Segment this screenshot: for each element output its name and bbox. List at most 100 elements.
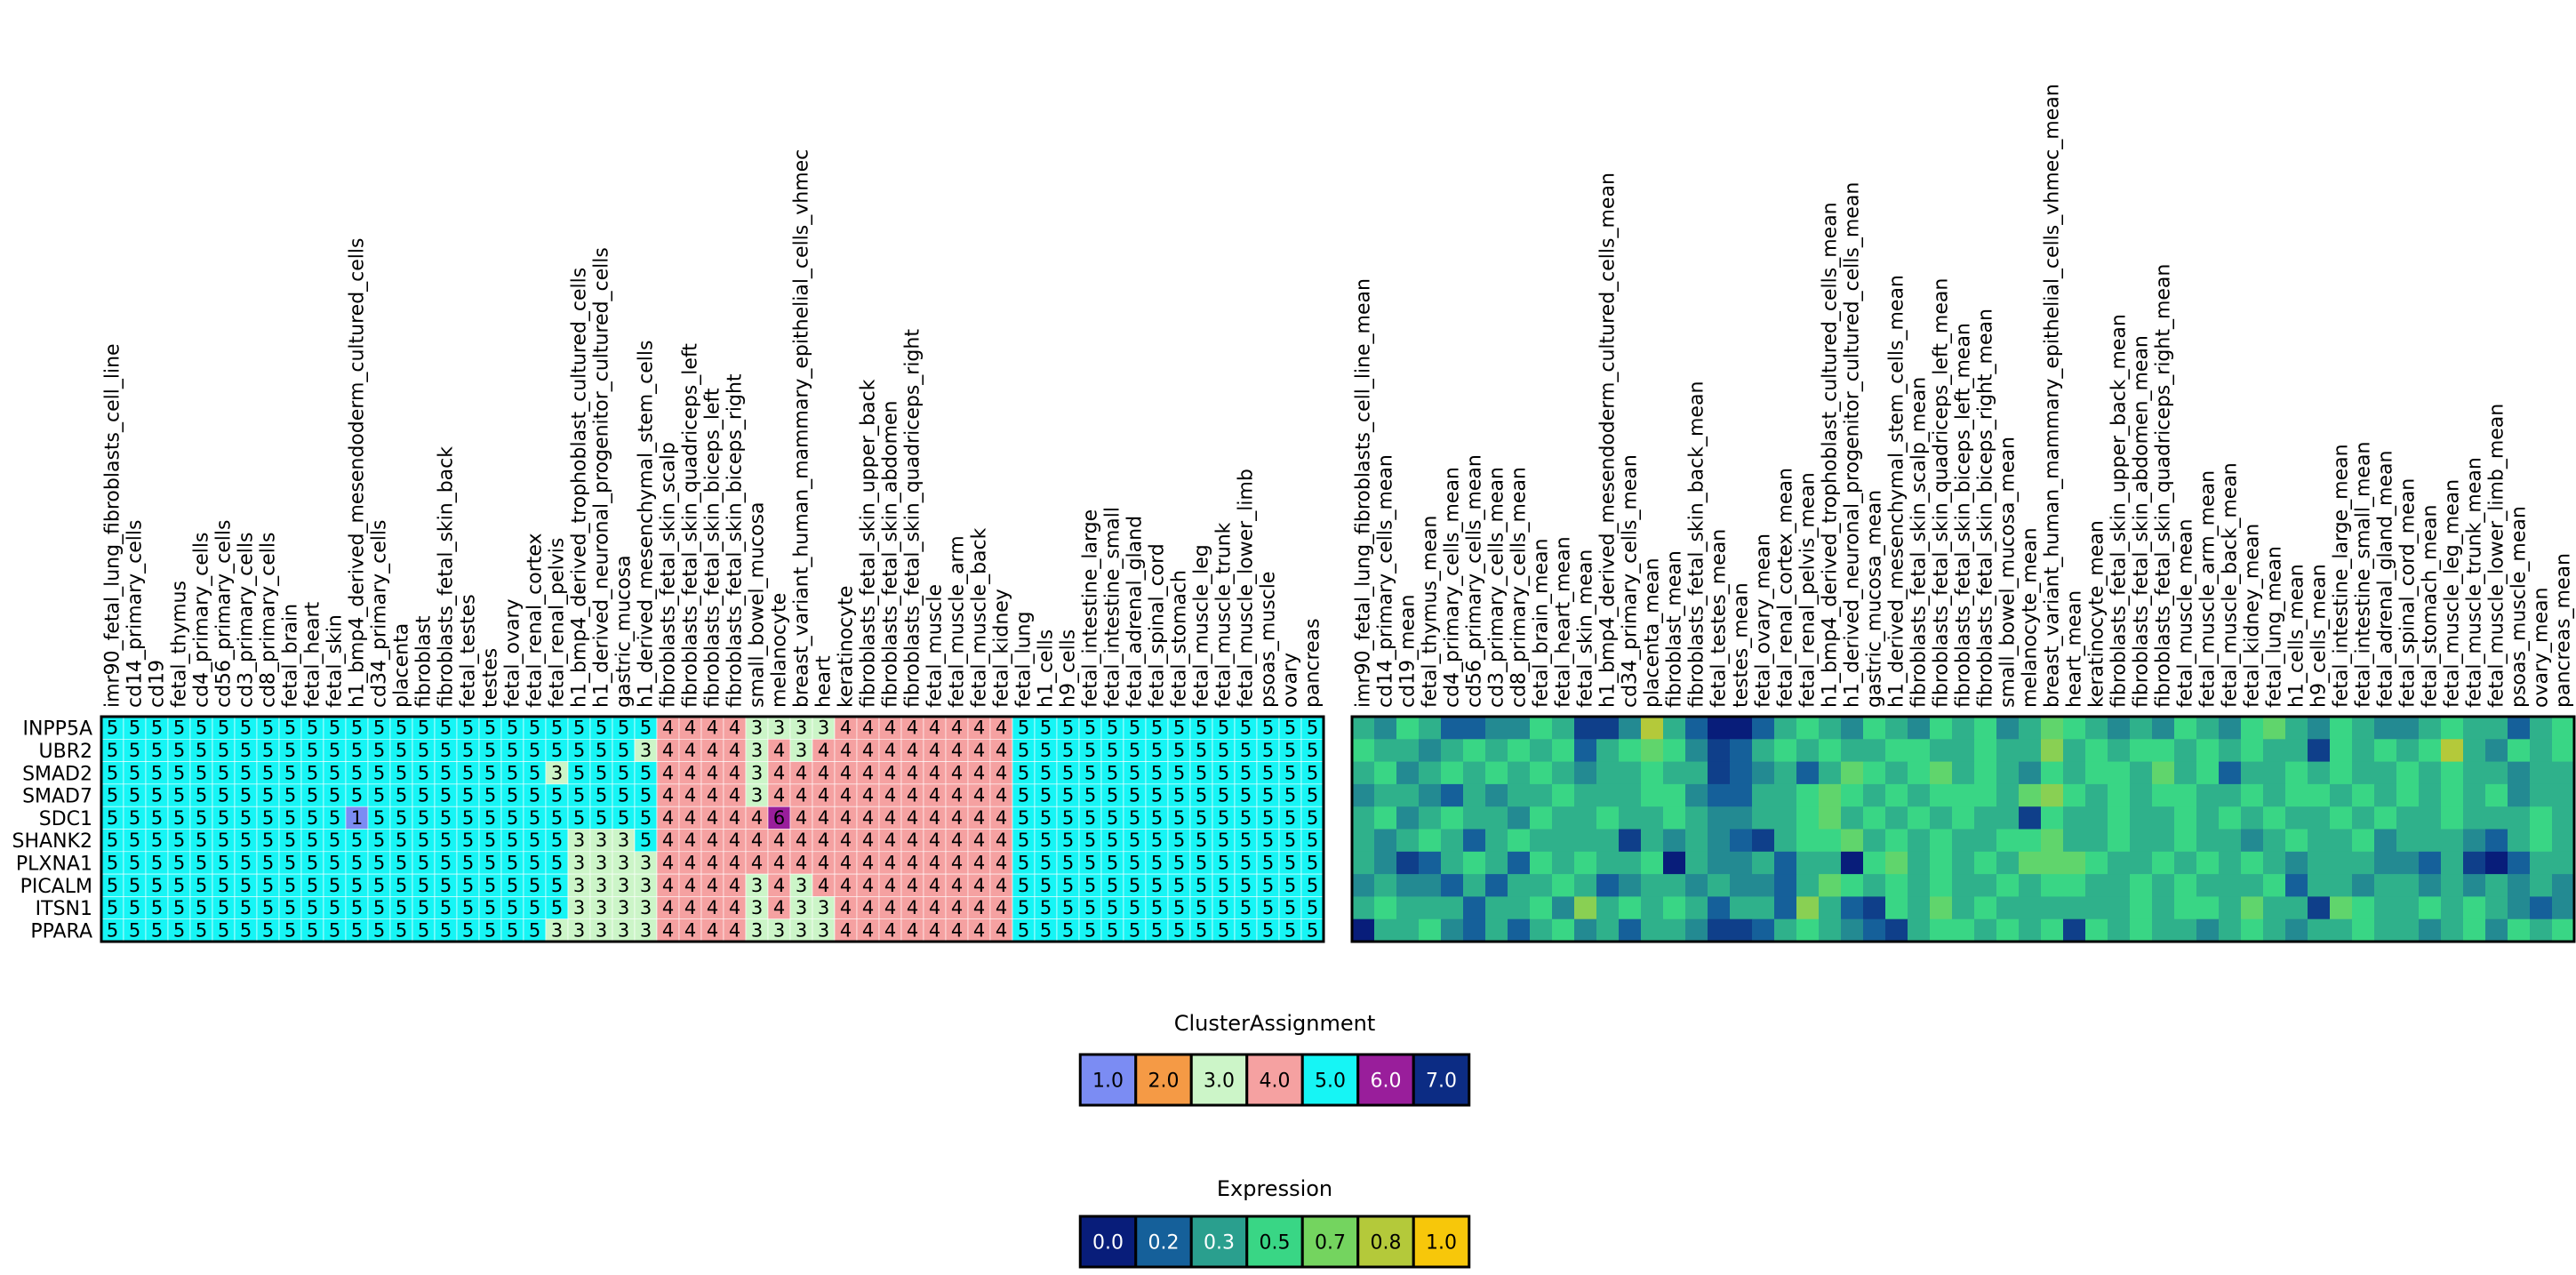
cluster-cell-label: 5 bbox=[440, 830, 452, 851]
cluster-cell bbox=[1234, 761, 1258, 785]
cluster-cell-label: 5 bbox=[1129, 785, 1140, 806]
expression-cell bbox=[1952, 896, 1975, 920]
column-label: melanocyte_mean bbox=[2020, 527, 2042, 708]
cluster-cell-label: 5 bbox=[262, 785, 274, 806]
cluster-cell-label: 5 bbox=[329, 807, 340, 829]
cluster-cell bbox=[589, 783, 613, 807]
expression-cell bbox=[2196, 761, 2220, 785]
expression-cell bbox=[1841, 783, 1864, 807]
expression-cell bbox=[2108, 874, 2131, 897]
cluster-cell-label: 5 bbox=[218, 785, 229, 806]
expression-cell bbox=[1863, 896, 1886, 920]
column-label: fibroblasts_fetal_skin_biceps_left_mean bbox=[1953, 323, 1975, 708]
column-label: fetal_lung_mean bbox=[2264, 546, 2286, 708]
cluster-cell bbox=[1078, 716, 1102, 740]
expression-cell bbox=[1574, 806, 1597, 830]
expression-cell bbox=[2396, 918, 2420, 942]
cluster-cell-label: 5 bbox=[1262, 740, 1274, 761]
cluster-cell-label: 5 bbox=[573, 718, 585, 739]
cluster-cell-label: 5 bbox=[329, 718, 340, 739]
column-label: fetal_adrenal_gland bbox=[1124, 516, 1147, 708]
expression-cell bbox=[1352, 806, 1375, 830]
cluster-cell-label: 5 bbox=[440, 785, 452, 806]
expression-cell bbox=[2063, 717, 2086, 740]
column-label: fetal_brain_mean bbox=[1531, 539, 1553, 708]
cluster-cell bbox=[678, 873, 702, 897]
expression-legend-label: 0.0 bbox=[1092, 1232, 1124, 1255]
cluster-cell bbox=[300, 896, 324, 920]
cluster-cell-label: 4 bbox=[862, 852, 874, 873]
expression-cell bbox=[1841, 896, 1864, 920]
cluster-cell bbox=[189, 896, 213, 920]
expression-cell bbox=[1730, 761, 1753, 785]
cluster-cell-label: 5 bbox=[529, 897, 540, 918]
column-label: fetal_testes_mean bbox=[1708, 529, 1731, 708]
cluster-cell-label: 5 bbox=[484, 897, 496, 918]
cluster-cell bbox=[1034, 783, 1058, 807]
cluster-cell bbox=[700, 783, 724, 807]
cluster-cell-label: 3 bbox=[773, 919, 785, 941]
expression-cell bbox=[2108, 783, 2131, 807]
cluster-cell bbox=[900, 873, 924, 897]
expression-cell bbox=[1685, 874, 1708, 897]
cluster-cell-label: 4 bbox=[996, 718, 1007, 739]
expression-cell bbox=[1508, 717, 1531, 740]
cluster-cell-label: 4 bbox=[796, 785, 807, 806]
cluster-cell-label: 5 bbox=[573, 762, 585, 783]
column-label: fetal_ovary bbox=[502, 598, 524, 708]
cluster-cell-label: 5 bbox=[507, 785, 518, 806]
cluster-cell-label: 4 bbox=[684, 740, 696, 761]
cluster-heatmap-frame bbox=[100, 715, 1325, 943]
cluster-cell-label: 5 bbox=[618, 740, 629, 761]
expression-cell bbox=[1396, 783, 1420, 807]
cluster-cell-label: 5 bbox=[1284, 830, 1296, 851]
expression-cell bbox=[1996, 739, 2020, 762]
cluster-cell-label: 4 bbox=[951, 762, 963, 783]
expression-cell bbox=[1352, 761, 1375, 785]
cluster-cell bbox=[989, 738, 1013, 762]
column-label: cd3_primary_cells bbox=[236, 533, 258, 708]
expression-cell bbox=[2352, 761, 2375, 785]
cluster-cell-label: 5 bbox=[240, 807, 252, 829]
cluster-cell-label: 4 bbox=[729, 807, 740, 829]
expression-cell bbox=[1819, 918, 1842, 942]
expression-cell bbox=[2063, 761, 2086, 785]
cluster-cell-label: 5 bbox=[262, 897, 274, 918]
cluster-cell-label: 4 bbox=[684, 807, 696, 829]
cluster-cell bbox=[212, 716, 236, 740]
cluster-cell-label: 5 bbox=[307, 919, 318, 941]
cluster-cell-label: 5 bbox=[529, 740, 540, 761]
column-label: fetal_kidney bbox=[991, 589, 1013, 708]
cluster-cell-label: 5 bbox=[1173, 762, 1185, 783]
cluster-cell bbox=[812, 829, 836, 853]
column-label: h1_cells bbox=[1036, 629, 1058, 708]
expression-cell bbox=[1419, 783, 1442, 807]
expression-cell bbox=[1974, 918, 1997, 942]
expression-cell bbox=[1974, 783, 1997, 807]
gene-label: PLXNA1 bbox=[16, 853, 92, 875]
expression-cell bbox=[2352, 717, 2375, 740]
column-label: psoas_muscle_mean bbox=[2508, 506, 2531, 708]
cluster-cell bbox=[900, 829, 924, 853]
column-label: fetal_muscle_back bbox=[969, 527, 991, 708]
cluster-cell-label: 3 bbox=[818, 897, 829, 918]
column-label: fetal_kidney_mean bbox=[2242, 524, 2264, 708]
cluster-cell-label: 5 bbox=[507, 897, 518, 918]
cluster-cell-label: 5 bbox=[1040, 785, 1052, 806]
expression-cell bbox=[2085, 806, 2108, 830]
expression-cell bbox=[2085, 739, 2108, 762]
cluster-cell bbox=[500, 873, 524, 897]
cluster-cell-label: 5 bbox=[307, 852, 318, 873]
cluster-cell-label: 5 bbox=[529, 830, 540, 851]
cluster-cell-label: 4 bbox=[751, 852, 763, 873]
expression-cell bbox=[1419, 918, 1442, 942]
expression-cell bbox=[1885, 739, 1908, 762]
expression-cell bbox=[1508, 761, 1531, 785]
cluster-cell-label: 4 bbox=[729, 919, 740, 941]
cluster-cell bbox=[567, 761, 591, 785]
expression-cell bbox=[2019, 829, 2042, 853]
cluster-cell-label: 4 bbox=[729, 897, 740, 918]
expression-cell bbox=[2552, 918, 2575, 942]
cluster-cell-label: 5 bbox=[1262, 718, 1274, 739]
column-label: fetal_muscle_arm_mean bbox=[2197, 470, 2220, 708]
